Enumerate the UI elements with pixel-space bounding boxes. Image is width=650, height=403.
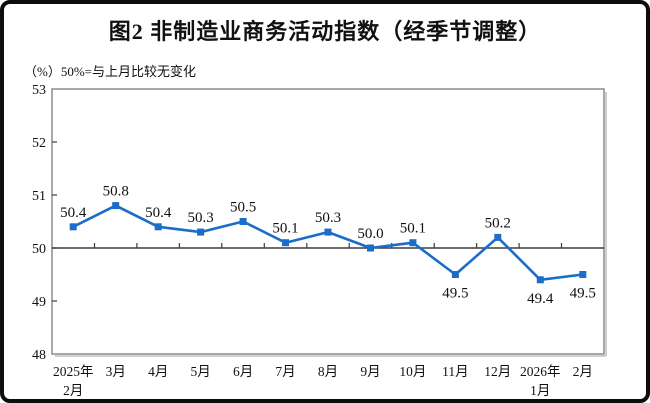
data-label: 49.4: [527, 291, 554, 307]
data-point-marker: [579, 271, 587, 278]
chart-subtitle: （%）50%=与上月比较无变化: [24, 64, 196, 79]
x-tick-label: 2025年: [53, 364, 94, 379]
x-tick-label: 10月: [399, 364, 426, 379]
data-label: 50.1: [400, 221, 426, 237]
y-tick-label: 52: [32, 136, 46, 151]
y-tick-label: 53: [32, 83, 46, 98]
x-tick-label: 12月: [484, 364, 511, 379]
y-tick-label: 49: [32, 295, 46, 310]
x-tick-label: 9月: [360, 364, 380, 379]
data-labels: 50.4 50.8 50.4 50.3 50.5 50.1 50.3 50.0 50.1 49.5…: [60, 184, 596, 307]
data-label: 50.2: [485, 215, 511, 231]
data-point-marker: [112, 202, 120, 210]
data-point-marker: [197, 228, 205, 236]
data-point-marker: [282, 239, 289, 247]
line-chart: 48 49 50 51 52 53 50.4 50.8 50.4 50.3 50.5 50.1 50.3…: [4, 4, 646, 399]
data-label: 50.5: [230, 200, 256, 216]
data-point-marker: [239, 218, 247, 225]
chart-title: 图2 非制造业商务活动指数（经季节调整）: [108, 19, 542, 44]
data-label: 50.3: [315, 210, 341, 226]
data-point-marker: [324, 228, 332, 236]
x-tick-label: 3月: [106, 364, 126, 379]
y-axis: 48 49 50 51 52 53: [32, 83, 57, 363]
data-point-marker: [409, 239, 417, 247]
x-axis-labels: 2025年 2月 3月 4月 5月 6月 7月 8月 9月 10月 11月 12月 2026年 1月 2月: [53, 364, 593, 398]
x-tick-marks: [93, 243, 563, 248]
y-tick-label: 51: [32, 189, 46, 204]
y-tick-label: 50: [32, 242, 46, 257]
data-point-marker: [494, 233, 502, 241]
chart-svg: 48 49 50 51 52 53 50.4 50.8 50.4 50.3 50.5 50.1 50.3…: [32, 83, 607, 398]
x-tick-label: 1月: [530, 383, 550, 398]
data-label: 50.3: [187, 210, 213, 226]
x-tick-label: 5月: [190, 364, 210, 379]
x-tick-label: 2026年: [520, 364, 561, 379]
data-point-marker: [367, 244, 374, 252]
x-tick-label: 4月: [148, 364, 168, 379]
plot-shadow: [55, 92, 607, 357]
x-tick-label: 2月: [573, 364, 593, 379]
y-tick-label: 48: [32, 348, 46, 363]
x-tick-label: 7月: [275, 364, 295, 379]
plot-border: [51, 88, 605, 355]
data-point-marker: [536, 276, 544, 284]
series-markers: [69, 202, 587, 284]
data-label: 50.4: [60, 205, 87, 221]
data-label: 49.5: [570, 286, 596, 302]
data-label: 50.1: [272, 221, 298, 237]
data-point-marker: [69, 223, 77, 231]
data-label: 50.4: [145, 205, 172, 221]
data-point-marker: [451, 271, 459, 278]
data-point-marker: [154, 223, 162, 231]
x-tick-label: 8月: [318, 364, 338, 379]
x-tick-label: 6月: [233, 364, 253, 379]
x-tick-label: 11月: [442, 364, 469, 379]
data-label: 50.8: [103, 184, 129, 200]
x-tick-label: 2月: [63, 383, 83, 398]
data-label: 50.0: [357, 226, 383, 242]
data-label: 49.5: [442, 286, 468, 302]
